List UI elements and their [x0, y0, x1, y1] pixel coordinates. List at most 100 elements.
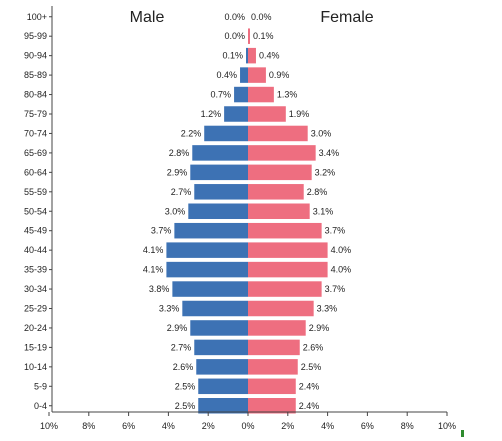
female-bar-20-24: [248, 320, 306, 336]
male-value-label: 3.7%: [151, 226, 172, 236]
male-bar-50-54: [188, 203, 248, 219]
male-bar-75-79: [224, 106, 248, 122]
male-value-label: 2.5%: [175, 401, 196, 411]
female-bar-40-44: [248, 242, 328, 258]
age-labels-layer: 100+ 95-99 90-94 85-89 80-84 75-79 70-74 65-69 6…: [24, 12, 52, 411]
male-bar-90-94: [246, 47, 248, 64]
male-value-label: 0.0%: [224, 12, 245, 22]
female-bar-65-69: [248, 145, 316, 161]
female-value-label: 3.1%: [313, 206, 334, 216]
age-group-label: 60-64: [24, 167, 47, 177]
x-tick-label: 0%: [241, 421, 254, 431]
age-group-label: 100+: [27, 12, 47, 22]
male-value-label: 4.1%: [143, 245, 164, 255]
female-bar-70-74: [248, 125, 308, 142]
x-tick-label: 10%: [438, 421, 456, 431]
female-bar-55-59: [248, 184, 304, 200]
age-group-label: 90-94: [24, 51, 47, 61]
male-bar-15-19: [194, 339, 248, 356]
x-tick-label: 2%: [202, 421, 215, 431]
female-bar-35-39: [248, 261, 328, 278]
female-value-label: 3.7%: [325, 226, 346, 236]
age-group-label: 20-24: [24, 323, 47, 333]
female-value-label: 2.6%: [303, 342, 324, 352]
female-bar-60-64: [248, 164, 312, 181]
x-tick-label: 4%: [162, 421, 175, 431]
age-group-label: 5-9: [34, 381, 47, 391]
male-value-label: 2.9%: [167, 323, 188, 333]
female-bar-5-9: [248, 378, 296, 395]
male-bar-20-24: [190, 320, 248, 336]
x-tick-label: 8%: [82, 421, 95, 431]
female-bar-75-79: [248, 106, 286, 122]
age-group-label: 95-99: [24, 31, 47, 41]
female-value-label: 0.1%: [253, 31, 274, 41]
male-value-label: 3.8%: [149, 284, 170, 294]
female-value-label: 2.5%: [301, 362, 322, 372]
female-bar-90-94: [248, 47, 256, 64]
male-value-label: 1.2%: [201, 109, 222, 119]
female-bar-85-89: [248, 67, 266, 83]
age-group-label: 70-74: [24, 128, 47, 138]
age-group-label: 75-79: [24, 109, 47, 119]
male-bar-45-49: [174, 222, 248, 239]
female-value-label: 3.7%: [325, 284, 346, 294]
male-series-label: Male: [130, 9, 165, 26]
male-value-label: 2.7%: [171, 187, 192, 197]
age-group-label: 10-14: [24, 362, 47, 372]
male-bar-80-84: [234, 86, 248, 103]
male-bar-55-59: [194, 184, 248, 200]
male-bar-25-29: [182, 300, 248, 317]
male-bar-10-14: [196, 359, 248, 375]
male-bar-30-34: [172, 281, 248, 297]
x-tick-label: 4%: [321, 421, 334, 431]
male-bar-40-44: [166, 242, 248, 258]
male-value-label: 2.2%: [181, 128, 202, 138]
female-value-label: 0.4%: [259, 51, 280, 61]
male-bar-60-64: [190, 164, 248, 181]
female-bar-30-34: [248, 281, 322, 297]
male-bar-85-89: [240, 67, 248, 83]
age-group-label: 30-34: [24, 284, 47, 294]
female-value-label: 4.0%: [331, 265, 352, 275]
age-group-label: 0-4: [34, 401, 47, 411]
male-value-label: 2.5%: [175, 381, 196, 391]
male-value-label: 0.0%: [224, 31, 245, 41]
male-value-label: 2.9%: [167, 167, 188, 177]
male-value-label: 3.3%: [159, 304, 180, 314]
female-value-label: 3.0%: [311, 128, 332, 138]
male-value-label: 0.7%: [211, 90, 232, 100]
x-ticks-layer: 10% 8% 6% 4% 2% 0% 2% 4% 6% 8% 10%: [40, 412, 456, 431]
female-value-label: 1.3%: [277, 90, 298, 100]
female-value-label: 1.9%: [289, 109, 310, 119]
age-group-label: 40-44: [24, 245, 47, 255]
female-bar-15-19: [248, 339, 300, 356]
age-group-label: 55-59: [24, 187, 47, 197]
male-value-label: 2.6%: [173, 362, 194, 372]
bars-layer: [166, 28, 328, 414]
male-value-label: 0.1%: [222, 51, 243, 61]
age-group-label: 50-54: [24, 206, 47, 216]
female-value-label: 2.9%: [309, 323, 330, 333]
female-bar-0-4: [248, 398, 296, 414]
male-value-label: 2.7%: [171, 342, 192, 352]
x-tick-label: 2%: [281, 421, 294, 431]
male-bar-5-9: [198, 378, 248, 395]
age-group-label: 25-29: [24, 304, 47, 314]
female-value-label: 0.9%: [269, 70, 290, 80]
female-value-label: 0.0%: [251, 12, 272, 22]
age-group-label: 85-89: [24, 70, 47, 80]
x-tick-label: 8%: [401, 421, 414, 431]
male-value-label: 4.1%: [143, 265, 164, 275]
male-bar-0-4: [198, 398, 248, 414]
corner-mark: [461, 430, 464, 437]
age-group-label: 80-84: [24, 90, 47, 100]
female-bar-50-54: [248, 203, 310, 219]
age-group-label: 45-49: [24, 226, 47, 236]
female-bar-45-49: [248, 222, 322, 239]
female-value-label: 2.8%: [307, 187, 328, 197]
age-group-label: 35-39: [24, 265, 47, 275]
female-bar-95-99: [248, 28, 250, 44]
male-bar-35-39: [166, 261, 248, 278]
